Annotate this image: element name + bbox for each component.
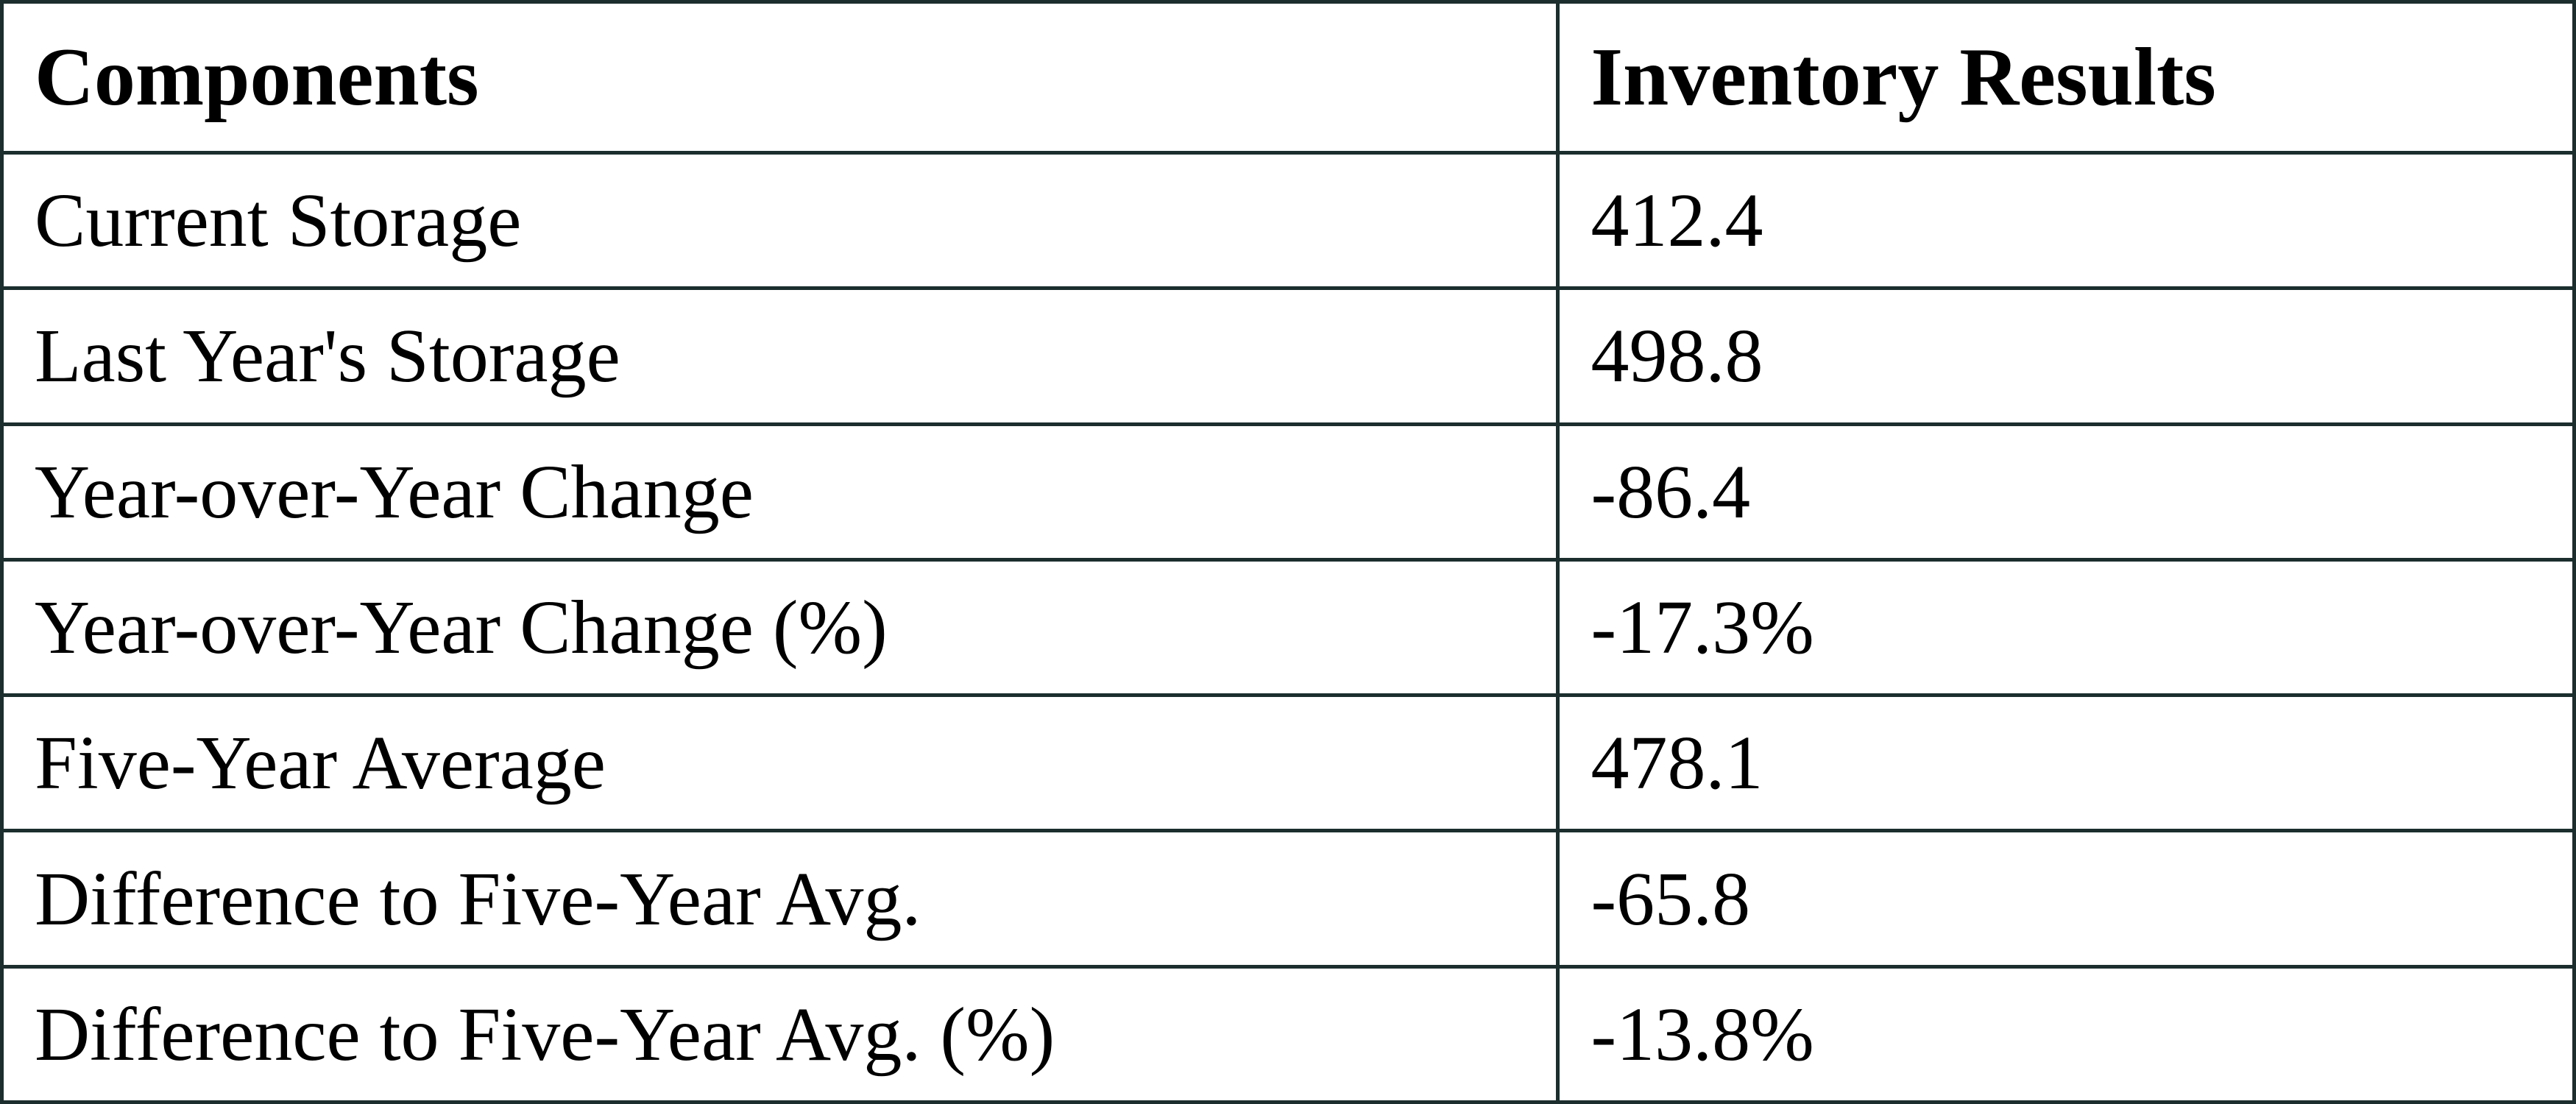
table-row: Last Year's Storage 498.8 [0,286,2576,426]
component-cell: Five-Year Average [0,693,1560,833]
value-cell: 498.8 [1556,286,2576,426]
table-row: Difference to Five-Year Avg. -65.8 [0,829,2576,969]
value-cell: -86.4 [1556,422,2576,562]
table-row: Difference to Five-Year Avg. (%) -13.8% [0,964,2576,1104]
column-header-inventory-results: Inventory Results [1556,0,2576,155]
value-cell: -13.8% [1556,964,2576,1104]
component-cell: Difference to Five-Year Avg. (%) [0,964,1560,1104]
component-cell: Last Year's Storage [0,286,1560,426]
table-row: Year-over-Year Change -86.4 [0,422,2576,562]
component-cell: Year-over-Year Change [0,422,1560,562]
table-row: Current Storage 412.4 [0,150,2576,291]
column-header-components: Components [0,0,1560,155]
table-row: Year-over-Year Change (%) -17.3% [0,557,2576,698]
header-row: Components Inventory Results [0,0,2576,155]
component-cell: Current Storage [0,150,1560,291]
component-cell: Year-over-Year Change (%) [0,557,1560,698]
value-cell: -65.8 [1556,829,2576,969]
component-cell: Difference to Five-Year Avg. [0,829,1560,969]
value-cell: -17.3% [1556,557,2576,698]
table-row: Five-Year Average 478.1 [0,693,2576,833]
value-cell: 412.4 [1556,150,2576,291]
value-cell: 478.1 [1556,693,2576,833]
